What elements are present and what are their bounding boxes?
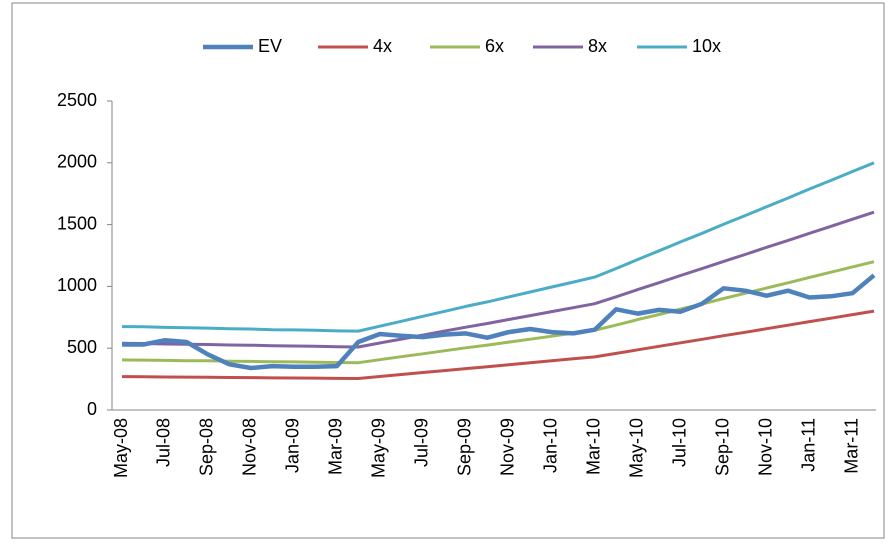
x-tick-label: Jul-09	[412, 418, 432, 467]
x-tick-label: Jan-11	[798, 418, 818, 472]
x-tick-label: Sep-09	[455, 418, 475, 476]
y-tick-label: 2000	[57, 152, 97, 172]
y-tick-label: 1500	[57, 213, 97, 233]
legend-label: 10x	[692, 36, 721, 56]
x-tick-label: May-10	[626, 418, 646, 478]
y-tick-label: 500	[67, 337, 97, 357]
x-tick-label: Jan-10	[540, 418, 560, 473]
legend-label: 4x	[373, 36, 392, 56]
x-tick-label: Jan-09	[283, 418, 303, 473]
x-tick-label: Mar-09	[326, 418, 346, 475]
series-line	[121, 210, 875, 349]
x-tick-label: Sep-10	[712, 418, 732, 476]
x-tick-label: Sep-08	[197, 418, 217, 476]
series-line	[121, 309, 875, 380]
x-tick-label: Nov-09	[497, 418, 517, 476]
legend-label: 8x	[588, 36, 607, 56]
x-tick-label: Jul-08	[154, 418, 174, 467]
y-tick-label: 0	[87, 399, 97, 419]
x-tick-label: Mar-11	[841, 418, 861, 474]
chart-frame	[11, 2, 885, 539]
x-tick-label: Nov-08	[240, 418, 260, 476]
x-tick-label: Nov-10	[755, 418, 775, 476]
series-line	[121, 161, 875, 333]
x-tick-label: Jul-10	[669, 418, 689, 467]
x-tick-label: May-09	[369, 418, 389, 478]
y-tick-label: 1000	[57, 275, 97, 295]
x-tick-label: May-08	[111, 418, 131, 478]
x-tick-label: Mar-10	[583, 418, 603, 475]
legend-label: 6x	[485, 36, 504, 56]
y-tick-label: 2500	[57, 90, 97, 110]
legend-label: EV	[258, 36, 282, 56]
series-line	[122, 273, 876, 371]
